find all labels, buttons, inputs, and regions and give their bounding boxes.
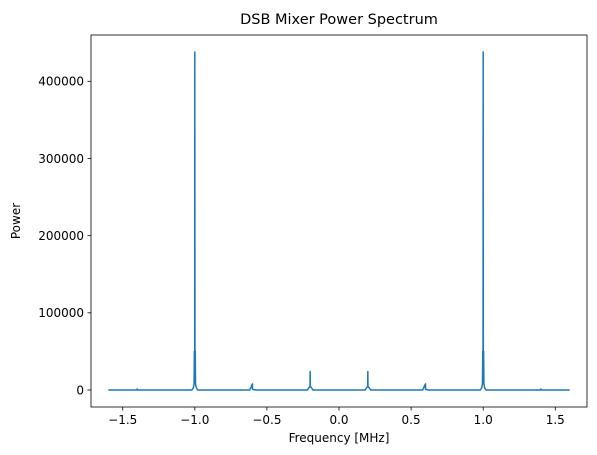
y-axis: 0 100000 200000 300000 400000 bbox=[38, 75, 91, 397]
y-tick-label: 100000 bbox=[38, 306, 84, 320]
y-tick-label: 400000 bbox=[38, 75, 84, 89]
x-tick-label: −1.5 bbox=[108, 413, 137, 427]
x-axis: −1.5 −1.0 −0.5 0.0 0.5 1.0 1.5 bbox=[108, 407, 565, 427]
x-tick-label: 1.0 bbox=[474, 413, 493, 427]
x-tick-label: 0.0 bbox=[329, 413, 348, 427]
chart-title: DSB Mixer Power Spectrum bbox=[240, 12, 438, 28]
y-tick-label: 300000 bbox=[38, 152, 84, 166]
x-tick-label: 1.5 bbox=[546, 413, 565, 427]
y-tick-label: 200000 bbox=[38, 229, 84, 243]
x-tick-label: 0.5 bbox=[402, 413, 421, 427]
x-tick-label: −0.5 bbox=[252, 413, 281, 427]
x-axis-label: Frequency [MHz] bbox=[289, 431, 390, 445]
y-axis-label: Power bbox=[9, 203, 23, 239]
plot-area bbox=[108, 51, 570, 391]
y-tick-label: 0 bbox=[76, 383, 84, 397]
series-line-0 bbox=[108, 51, 570, 391]
x-tick-label: −1.0 bbox=[180, 413, 209, 427]
